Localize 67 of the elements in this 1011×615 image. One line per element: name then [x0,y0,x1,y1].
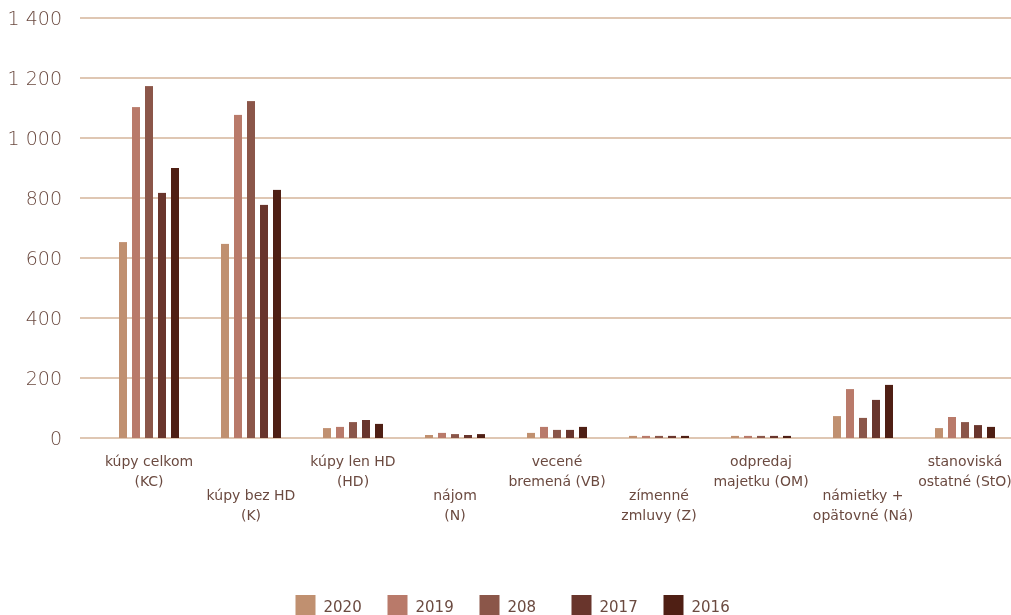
bar [566,429,574,438]
bar [935,428,943,438]
bar [119,242,127,438]
x-tick-label: kúpy bez HD (K) [206,487,296,523]
legend-label: 2017 [599,598,638,615]
bar [833,416,841,438]
y-tick-label: 600 [25,246,62,269]
bar [872,399,880,438]
bar [375,423,383,438]
bar [655,435,663,438]
legend-label: 208 [507,598,537,615]
bar [553,429,561,438]
bar [783,435,791,438]
bar [974,425,982,438]
bar [744,435,752,438]
x-tick-label: odpredaj majetku (OM) [713,453,809,489]
bar [323,428,331,438]
y-tick-label: 1 400 [7,6,62,29]
bar [961,422,969,438]
y-tick-label: 200 [25,366,62,389]
x-tick-label: nájom (N) [433,487,477,523]
bar [757,435,765,438]
bar [260,204,268,438]
x-tick-label: stanoviská ostatné (StO) [918,453,1011,489]
bar [629,435,637,438]
y-tick-label: 1 000 [7,126,62,149]
bar [885,384,893,438]
bar [642,435,650,438]
bar [425,435,433,438]
bar [438,432,446,438]
bar [362,420,370,438]
legend-label: 2019 [415,598,454,615]
y-tick-label: 800 [25,186,62,209]
y-tick-label: 400 [25,306,62,329]
x-tick-label: kúpy celkom (KC) [104,453,194,489]
bar [859,417,867,438]
bar [846,389,854,438]
bar [527,432,535,438]
bar [158,192,166,438]
bar [668,435,676,438]
bar [451,434,459,438]
bar [987,426,995,438]
x-tick-label: námietky + opätovné (Ná) [812,487,914,523]
y-tick-label: 0 [49,426,62,449]
bar [477,434,485,438]
bar [464,435,472,438]
x-tick-label: vecené bremená (VB) [508,453,606,489]
bar [681,435,689,438]
legend-label: 2016 [691,598,730,615]
bar [273,189,281,438]
bar [336,426,344,438]
bar [579,426,587,438]
x-tick-label: zímenné zmluvy (Z) [621,487,697,523]
bar [132,107,140,438]
bar [770,435,778,438]
bar [948,417,956,438]
legend-label: 2020 [323,598,362,615]
bar [731,435,739,438]
bar [247,101,255,438]
x-tick-label: kúpy len HD (HD) [310,453,396,489]
bar [171,168,179,438]
bar [221,243,229,438]
bar [234,114,242,438]
y-tick-label: 1 200 [7,66,62,89]
bar [540,426,548,438]
bar [145,86,153,438]
bar [349,422,357,438]
